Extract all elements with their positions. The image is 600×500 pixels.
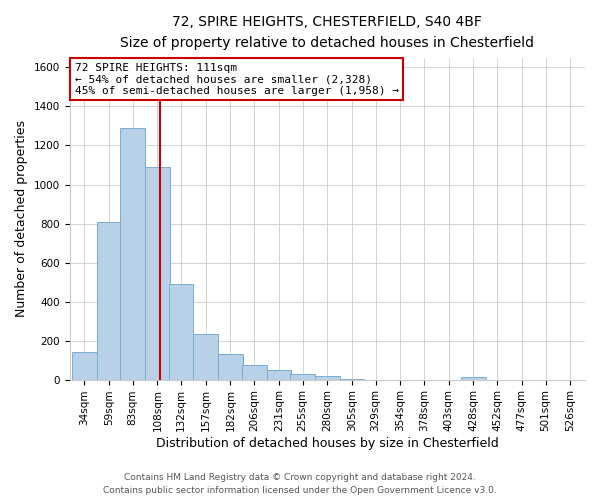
Text: 72 SPIRE HEIGHTS: 111sqm
← 54% of detached houses are smaller (2,328)
45% of sem: 72 SPIRE HEIGHTS: 111sqm ← 54% of detach… xyxy=(74,62,398,96)
Bar xyxy=(72,352,97,380)
Bar xyxy=(242,365,266,380)
Text: Contains HM Land Registry data © Crown copyright and database right 2024.
Contai: Contains HM Land Registry data © Crown c… xyxy=(103,474,497,495)
Bar xyxy=(193,334,218,380)
Bar xyxy=(266,370,291,380)
Bar xyxy=(169,284,193,380)
Bar xyxy=(97,222,121,380)
Bar xyxy=(218,354,243,380)
Bar xyxy=(461,377,486,380)
Bar xyxy=(121,128,145,380)
Bar xyxy=(315,376,340,380)
Bar xyxy=(290,374,315,380)
Y-axis label: Number of detached properties: Number of detached properties xyxy=(15,120,28,317)
Bar xyxy=(145,167,170,380)
Bar xyxy=(340,378,364,380)
X-axis label: Distribution of detached houses by size in Chesterfield: Distribution of detached houses by size … xyxy=(156,437,499,450)
Title: 72, SPIRE HEIGHTS, CHESTERFIELD, S40 4BF
Size of property relative to detached h: 72, SPIRE HEIGHTS, CHESTERFIELD, S40 4BF… xyxy=(120,15,534,50)
